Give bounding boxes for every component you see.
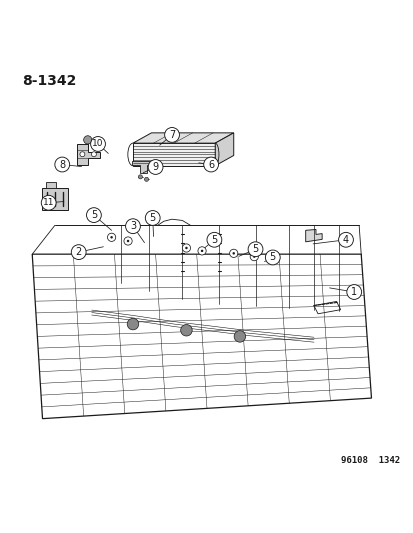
Circle shape	[197, 247, 206, 255]
Circle shape	[182, 244, 190, 252]
Circle shape	[55, 157, 69, 172]
Polygon shape	[42, 188, 68, 210]
Circle shape	[123, 237, 132, 245]
Circle shape	[91, 152, 96, 157]
Circle shape	[232, 252, 235, 255]
Text: 5: 5	[211, 235, 217, 245]
Circle shape	[126, 240, 129, 242]
Text: 5: 5	[149, 213, 155, 223]
Circle shape	[265, 250, 280, 265]
Text: 10: 10	[92, 140, 104, 149]
Text: 8: 8	[59, 159, 65, 169]
Polygon shape	[133, 143, 215, 166]
Circle shape	[86, 208, 101, 222]
Circle shape	[346, 285, 361, 300]
Circle shape	[203, 157, 218, 172]
Polygon shape	[133, 133, 233, 143]
Circle shape	[234, 330, 245, 342]
Circle shape	[164, 127, 179, 142]
Circle shape	[148, 159, 163, 174]
Text: 4: 4	[342, 235, 348, 245]
Circle shape	[144, 177, 148, 181]
Text: 8-1342: 8-1342	[22, 74, 76, 88]
Circle shape	[338, 232, 353, 247]
Text: 5: 5	[269, 253, 275, 262]
Circle shape	[125, 219, 140, 233]
Text: 96108  1342: 96108 1342	[340, 456, 399, 465]
Text: 3: 3	[130, 221, 136, 231]
Circle shape	[249, 253, 258, 261]
Circle shape	[252, 255, 255, 258]
Circle shape	[80, 152, 85, 157]
Polygon shape	[46, 182, 56, 188]
Circle shape	[247, 242, 262, 256]
Circle shape	[206, 232, 221, 247]
Circle shape	[83, 136, 92, 144]
Circle shape	[180, 325, 192, 336]
Polygon shape	[215, 133, 233, 166]
Circle shape	[185, 247, 187, 249]
Circle shape	[110, 236, 113, 239]
Circle shape	[107, 233, 115, 241]
Text: 2: 2	[76, 247, 82, 257]
Polygon shape	[305, 230, 321, 242]
Circle shape	[145, 211, 160, 225]
Circle shape	[127, 318, 138, 330]
Circle shape	[200, 249, 203, 252]
Circle shape	[138, 175, 142, 179]
Text: 5: 5	[90, 210, 97, 220]
Polygon shape	[132, 161, 154, 173]
Text: 7: 7	[169, 130, 175, 140]
Text: 1: 1	[350, 287, 356, 297]
Circle shape	[90, 136, 105, 151]
Text: 5: 5	[252, 244, 258, 254]
Text: 6: 6	[208, 159, 214, 169]
Text: 11: 11	[43, 198, 54, 207]
Circle shape	[41, 196, 56, 210]
Polygon shape	[77, 144, 100, 165]
Text: 9: 9	[152, 162, 158, 172]
Circle shape	[229, 249, 237, 257]
Circle shape	[71, 245, 86, 260]
